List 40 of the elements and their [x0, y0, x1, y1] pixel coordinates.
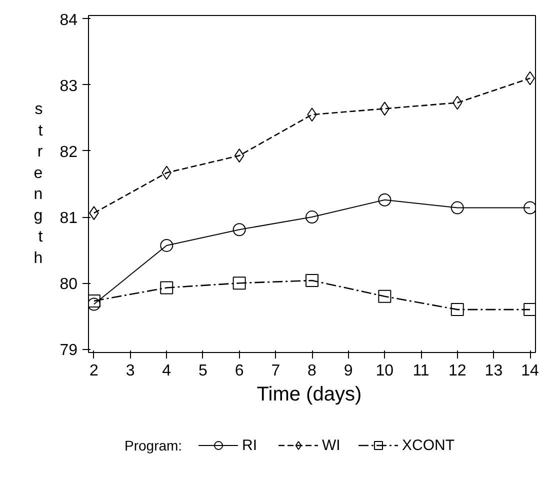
- y-tick-label: 79: [60, 342, 78, 360]
- x-tick-label: 13: [484, 362, 503, 380]
- x-tick-label: 4: [162, 362, 172, 380]
- legend-label: XCONT: [402, 436, 454, 454]
- x-tick-label: 12: [448, 362, 466, 380]
- point: [380, 102, 390, 116]
- y-tick-label: 82: [60, 144, 78, 161]
- x-tick-label: 6: [234, 362, 244, 380]
- point: [232, 223, 246, 236]
- point: [234, 148, 244, 163]
- x-tick-label: 7: [271, 362, 280, 380]
- x-tick-label: 2: [90, 362, 98, 380]
- legend-label: WI: [322, 436, 342, 454]
- point: [524, 201, 536, 214]
- point: [306, 274, 318, 287]
- y-tick-label: 84: [60, 12, 78, 29]
- x-tick-label: 10: [376, 362, 394, 380]
- point: [160, 238, 174, 252]
- x-tick-label: 8: [308, 362, 317, 380]
- legend-label: RI: [242, 436, 258, 454]
- y-axis-title: strength: [34, 101, 44, 267]
- point: [160, 281, 174, 294]
- x-tick-label: 3: [126, 362, 135, 380]
- point: [378, 290, 392, 303]
- y-tick-label: 80: [60, 276, 78, 294]
- y-tick-label: 83: [60, 78, 78, 95]
- point: [524, 303, 536, 316]
- point: [88, 298, 100, 311]
- x-tick-label: 9: [344, 362, 353, 380]
- y-tick-label: 81: [60, 210, 78, 228]
- point: [378, 193, 392, 206]
- point: [450, 201, 464, 214]
- legend-title: Program:: [124, 438, 182, 454]
- point: [232, 276, 246, 290]
- x-tick-label: 14: [521, 362, 540, 380]
- point: [450, 303, 464, 316]
- x-axis-title: Time (days): [256, 384, 362, 406]
- point: [306, 210, 318, 224]
- x-tick-label: 5: [198, 362, 208, 380]
- x-tick-label: 11: [412, 362, 430, 380]
